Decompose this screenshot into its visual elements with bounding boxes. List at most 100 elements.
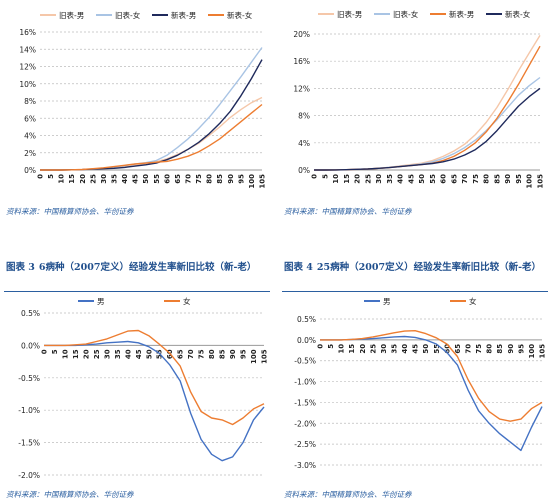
legend-label: 新表-男 xyxy=(171,10,196,20)
series-line-2 xyxy=(320,330,543,422)
divider-fig4 xyxy=(282,291,548,292)
x-tick-label: 65 xyxy=(177,349,185,359)
y-tick-label: -2.0% xyxy=(294,419,316,428)
y-tick-label: -0.5% xyxy=(18,374,40,383)
x-tick-label: 0 xyxy=(37,174,45,179)
x-tick-label: 105 xyxy=(261,349,269,364)
y-tick-label: 4% xyxy=(24,132,36,141)
x-tick-label: 40 xyxy=(124,349,132,359)
y-tick-label: 0.5% xyxy=(297,315,316,324)
legend-label: 新表-男 xyxy=(449,9,474,19)
series-line-2 xyxy=(44,329,265,426)
legend-label: 女 xyxy=(183,296,191,306)
x-tick-label: 70 xyxy=(461,174,469,184)
y-tick-label: 8% xyxy=(24,97,36,106)
legend-label: 男 xyxy=(97,297,105,306)
x-tick-label: 90 xyxy=(504,174,512,184)
source-note-top-left: 资料来源：中国精算师协会、华创证券 xyxy=(6,207,134,216)
x-tick-label: 45 xyxy=(407,174,415,184)
y-tick-label: -0.5% xyxy=(294,357,316,366)
x-tick-label: 70 xyxy=(185,174,193,184)
x-tick-label: 100 xyxy=(526,174,534,189)
x-tick-label: 15 xyxy=(72,349,80,359)
x-tick-label: 105 xyxy=(539,344,547,359)
y-tick-label: -3.0% xyxy=(294,461,316,470)
figure-3-text: 6病种（2007定义）经验发生率新旧比较（新-老） xyxy=(38,262,257,273)
y-tick-label: 0.0% xyxy=(21,341,40,350)
x-tick-label: 20 xyxy=(359,344,367,354)
chart-top-left: 0% 2% 4% 6% 8% 10% 12% 14% 16% 0 5 10 15 20 25 30 35 40 45… xyxy=(0,0,270,200)
y-tick-label: 0% xyxy=(298,166,310,175)
x-tick-label: 10 xyxy=(332,174,340,184)
x-tick-label: 50 xyxy=(418,174,426,184)
x-tick-label: 75 xyxy=(198,349,206,359)
x-tick-label: 5 xyxy=(327,344,335,349)
source-note-bottom-right: 资料来源：中国精算师协会、华创证券 xyxy=(284,490,412,499)
x-tick-label: 105 xyxy=(259,174,267,189)
legend-label: 男 xyxy=(383,297,391,306)
y-tick-label: 6% xyxy=(24,114,36,123)
x-tick-label: 50 xyxy=(145,349,153,359)
x-tick-label: 25 xyxy=(93,349,101,359)
source-note-top-right: 资料来源：中国精算师协会、华创证券 xyxy=(284,207,412,216)
x-tick-label: 80 xyxy=(206,174,214,184)
series-line-2 xyxy=(40,47,263,171)
series-line-3 xyxy=(40,59,263,171)
x-tick-label: 30 xyxy=(100,174,108,184)
x-tick-label: 20 xyxy=(79,174,87,184)
x-tick-label: 90 xyxy=(507,344,515,354)
series-line-4 xyxy=(40,103,263,171)
x-tick-label: 85 xyxy=(496,344,504,354)
x-tick-label: 35 xyxy=(111,174,119,184)
x-tick-label: 80 xyxy=(208,349,216,359)
x-tick-label: 5 xyxy=(321,174,329,179)
x-tick-label: 30 xyxy=(380,344,388,354)
x-tick-label: 45 xyxy=(132,174,140,184)
x-tick-label: 100 xyxy=(250,349,258,364)
y-tick-label: 0.5% xyxy=(21,309,40,318)
x-tick-label: 15 xyxy=(343,174,351,184)
x-tick-label: 80 xyxy=(486,344,494,354)
x-tick-label: 50 xyxy=(422,344,430,354)
x-tick-label: 0 xyxy=(311,174,319,179)
y-tick-label: 16% xyxy=(293,57,310,66)
x-tick-label: 0 xyxy=(317,344,325,349)
x-tick-label: 60 xyxy=(443,344,451,354)
x-tick-label: 95 xyxy=(240,349,248,359)
legend-label: 新表-女 xyxy=(227,10,253,20)
chart-top-right: 0% 4% 8% 12% 16% 20% 0 5 10 15 20 25 30 35 40 45 50 55 60 6… xyxy=(278,0,549,200)
x-tick-label: 35 xyxy=(386,174,394,184)
figure-4-label: 图表 4 xyxy=(284,262,313,273)
legend-label: 女 xyxy=(469,296,477,306)
x-tick-label: 55 xyxy=(429,174,437,184)
y-tick-label: -1.0% xyxy=(18,406,40,415)
y-tick-label: 14% xyxy=(19,45,36,54)
y-tick-label: -1.5% xyxy=(18,439,40,448)
y-tick-label: 0% xyxy=(24,166,36,175)
x-tick-label: 55 xyxy=(153,174,161,184)
chart-bottom-left: 0.5% 0.0% -0.5% -1.0% -1.5% -2.0% 0 5 10 15 20 25 30… xyxy=(0,293,270,489)
legend-label: 旧表-男 xyxy=(337,9,362,19)
chart-bottom-right-svg: 0.5%0.0%-0.5%-1.0%-1.5%-2.0%-2.5%-3.0%0 5… xyxy=(294,296,547,470)
y-tick-label: 8% xyxy=(298,112,310,121)
x-tick-label: 10 xyxy=(58,174,66,184)
x-tick-label: 20 xyxy=(354,174,362,184)
chart-top-right-svg: 0% 4% 8% 12% 16% 20% 0 5 10 15 20 25 30 35 40 45 50 55 60 6… xyxy=(293,9,545,189)
x-tick-label: 40 xyxy=(401,344,409,354)
x-tick-label: 15 xyxy=(68,174,76,184)
y-tick-label: 20% xyxy=(293,30,310,39)
x-tick-label: 85 xyxy=(493,174,501,184)
chart-bottom-left-svg: 0.5% 0.0% -0.5% -1.0% -1.5% -2.0% 0 5 10 15 20 25 30… xyxy=(18,296,269,480)
x-tick-label: 105 xyxy=(537,174,545,189)
x-tick-label: 0 xyxy=(41,349,49,354)
legend-label: 旧表-女 xyxy=(115,10,141,20)
series-line-3 xyxy=(314,45,541,171)
y-tick-label: 0.0% xyxy=(297,336,316,345)
x-tick-label: 5 xyxy=(51,349,59,354)
y-tick-label: -2.0% xyxy=(18,471,40,480)
chart-bottom-right: 0.5% 0.0% -0.5% -1.0% -1.5% -2.0% -2.5% -3.0% 0 5… xyxy=(278,293,549,489)
x-tick-label: 75 xyxy=(472,174,480,184)
x-tick-label: 40 xyxy=(397,174,405,184)
x-tick-label: 85 xyxy=(219,349,227,359)
x-tick-label: 95 xyxy=(237,174,245,184)
